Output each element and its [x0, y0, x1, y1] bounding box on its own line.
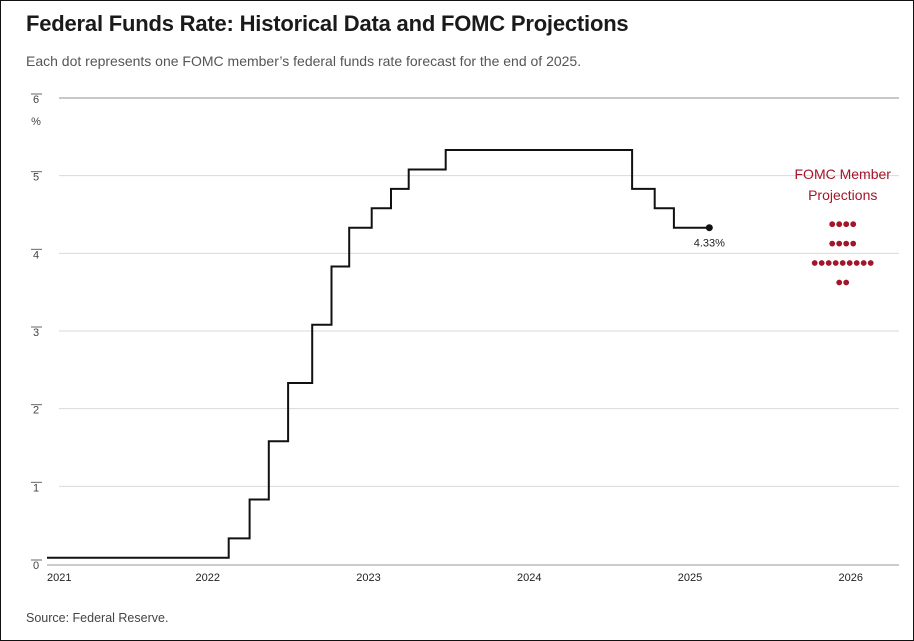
y-axis-unit-label: % [31, 116, 41, 128]
y-tick-label: 5 [33, 172, 39, 184]
y-tick-label: 3 [33, 327, 39, 339]
projection-dot [853, 260, 860, 266]
y-tick-label: 4 [33, 249, 39, 261]
projection-dot [839, 260, 846, 266]
projection-dot [818, 260, 825, 266]
chart-subtitle: Each dot represents one FOMC member’s fe… [26, 53, 582, 69]
projection-dot [843, 279, 850, 286]
y-tick-label: 2 [33, 405, 39, 417]
projection-dot [867, 260, 874, 266]
projection-dots [811, 221, 874, 286]
series-line-fed-funds-rate [47, 149, 710, 559]
y-tick-label: 1 [33, 482, 39, 494]
x-tick-label: 2025 [678, 572, 702, 584]
projection-dot [850, 240, 857, 247]
projections-label-line-1: FOMC Member [795, 166, 892, 182]
projection-dot [832, 260, 839, 266]
x-tick-label: 2026 [839, 572, 863, 584]
projection-dot [836, 221, 843, 228]
projection-dot [860, 260, 867, 266]
projection-dot [836, 240, 843, 247]
x-tick-label: 2022 [196, 572, 220, 584]
x-tick-label: 2024 [517, 572, 541, 584]
x-tick-label: 2021 [47, 572, 71, 584]
chart-title: Federal Funds Rate: Historical Data and … [26, 11, 629, 36]
projection-dot [836, 279, 843, 286]
projection-dot [846, 260, 853, 266]
x-tick-label: 2023 [356, 572, 380, 584]
projection-dot [829, 221, 836, 228]
projections-label: FOMC Member Projections [795, 166, 892, 203]
y-tick-label: 0 [33, 560, 39, 572]
projection-dot [843, 221, 850, 228]
projection-dot [850, 221, 857, 228]
y-axis-ticks: 0 1 2 3 4 5 6 [31, 93, 42, 572]
projection-dot [811, 260, 818, 266]
projection-dot [829, 240, 836, 247]
projections-label-line-2: Projections [808, 187, 877, 203]
y-tick-label: 6 [33, 94, 39, 106]
end-value-label: 4.33% [694, 238, 725, 250]
series-end-point [705, 224, 713, 232]
projection-dot [825, 260, 832, 266]
source-note: Source: Federal Reserve. [26, 611, 169, 625]
gridlines [59, 97, 899, 487]
projection-dot [843, 240, 850, 247]
x-axis-ticks: 2021 2022 2023 2024 2025 2026 [47, 572, 863, 584]
